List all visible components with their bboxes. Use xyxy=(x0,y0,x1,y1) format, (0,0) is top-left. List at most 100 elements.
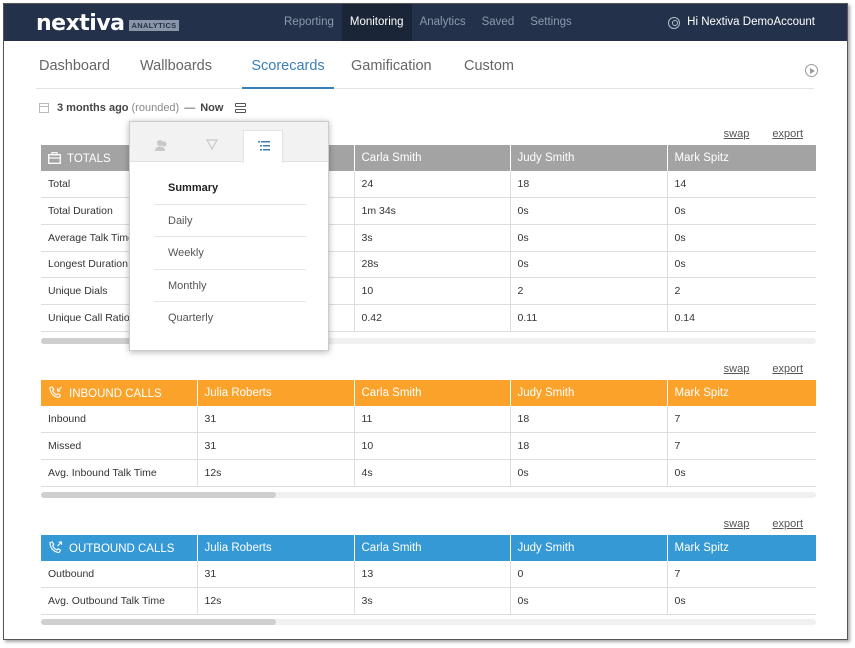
nav-analytics[interactable]: Analytics xyxy=(419,16,466,28)
table-header: OUTBOUND CALLS Julia Roberts Carla Smith… xyxy=(41,535,816,561)
tab-gamification[interactable]: Gamification xyxy=(351,58,432,74)
export-link[interactable]: export xyxy=(772,363,803,375)
table-cell: 18 xyxy=(510,171,668,199)
table-cell: 31 xyxy=(197,561,355,589)
users-icon xyxy=(155,140,167,151)
period-summary[interactable]: Summary xyxy=(154,172,306,205)
row-label: Outbound xyxy=(41,561,198,589)
table-cell: 0s xyxy=(510,197,668,225)
table-row: Longest Duration 28s 0s 0s xyxy=(41,251,816,279)
table-cell: 18 xyxy=(510,432,668,460)
agent-column-header[interactable]: Julia Roberts xyxy=(197,535,355,561)
row-label: Total Duration xyxy=(41,197,198,225)
inbound-header: INBOUND CALLS xyxy=(41,380,198,406)
agent-column-header[interactable]: Judy Smith xyxy=(510,380,668,406)
tab-scorecards[interactable]: Scorecards xyxy=(242,41,334,89)
nav-reporting[interactable]: Reporting xyxy=(284,16,334,28)
table-cell: 0s xyxy=(667,224,816,252)
app-window: nextiva ANALYTICS Reporting Monitoring A… xyxy=(3,3,848,640)
scrollbar-thumb[interactable] xyxy=(41,492,276,498)
popover-tab-filter[interactable] xyxy=(192,130,232,162)
agent-column-header[interactable]: Carla Smith xyxy=(354,380,511,406)
agent-column-header[interactable]: Julia Roberts xyxy=(197,380,355,406)
agent-column-header[interactable]: Mark Spitz xyxy=(667,145,816,171)
range-start: 3 months ago xyxy=(57,102,129,114)
period-weekly[interactable]: Weekly xyxy=(154,237,306,270)
table-row: Inbound 31 11 18 7 xyxy=(41,406,816,434)
table-cell: 7 xyxy=(667,561,816,589)
outbound-actions: swap export xyxy=(704,518,803,530)
table-cell: 24 xyxy=(354,171,511,199)
period-daily[interactable]: Daily xyxy=(154,205,306,238)
table-cell: 0s xyxy=(667,459,816,487)
user-greeting: Hi Nextiva DemoAccount xyxy=(687,16,815,28)
outbound-table: OUTBOUND CALLS Julia Roberts Carla Smith… xyxy=(41,535,816,615)
scrollbar-thumb[interactable] xyxy=(41,619,276,625)
table-cell: 3s xyxy=(354,587,511,615)
range-dash: — xyxy=(184,102,196,114)
nav-saved[interactable]: Saved xyxy=(481,16,515,28)
period-quarterly[interactable]: Quarterly xyxy=(168,312,214,325)
table-row: Avg. Inbound Talk Time 12s 4s 0s 0s xyxy=(41,459,816,487)
nextiva-logo[interactable]: nextiva ANALYTICS xyxy=(36,10,180,36)
swap-link[interactable]: swap xyxy=(723,518,750,530)
period-list: Summary Daily Weekly Monthly Quarterly xyxy=(154,172,306,335)
export-link[interactable]: export xyxy=(772,128,803,140)
agent-column-header[interactable]: Carla Smith xyxy=(354,535,511,561)
calendar-icon xyxy=(39,103,49,113)
agent-column-header[interactable]: Judy Smith xyxy=(510,145,668,171)
agent-column-header[interactable]: Mark Spitz xyxy=(667,535,816,561)
table-cell: 0s xyxy=(510,224,668,252)
period-toggle-icon[interactable] xyxy=(235,103,247,113)
tab-wallboards[interactable]: Wallboards xyxy=(140,58,212,74)
table-cell: 3s xyxy=(354,224,511,252)
table-row: Outbound 31 13 0 7 xyxy=(41,561,816,589)
table-cell: 1m 34s xyxy=(354,197,511,225)
table-cell: 12s xyxy=(197,459,355,487)
row-label: Missed xyxy=(41,432,198,460)
table-cell: 12s xyxy=(197,587,355,615)
horizontal-scrollbar[interactable] xyxy=(41,492,816,498)
gear-icon xyxy=(668,16,681,29)
tab-dashboard[interactable]: Dashboard xyxy=(39,58,110,74)
swap-link[interactable]: swap xyxy=(723,363,750,375)
table-cell: 18 xyxy=(510,406,668,434)
table-cell: 0s xyxy=(510,251,668,279)
agent-column-header[interactable]: Mark Spitz xyxy=(667,380,816,406)
table-cell: 10 xyxy=(354,277,511,305)
row-label: Avg. Inbound Talk Time xyxy=(41,459,198,487)
table-cell: 13 xyxy=(354,561,511,589)
table-header: INBOUND CALLS Julia Roberts Carla Smith … xyxy=(41,380,816,406)
table-cell: 7 xyxy=(667,432,816,460)
table-cell: 4s xyxy=(354,459,511,487)
table-row: Missed 31 10 18 7 xyxy=(41,432,816,460)
nav-monitoring[interactable]: Monitoring xyxy=(341,4,412,41)
swap-link[interactable]: swap xyxy=(723,128,750,140)
popover-tab-users[interactable] xyxy=(142,130,182,162)
table-row: Avg. Outbound Talk Time 12s 3s 0s 0s xyxy=(41,587,816,615)
logo-badge: ANALYTICS xyxy=(128,19,180,31)
agent-column-header[interactable]: Judy Smith xyxy=(510,535,668,561)
monitoring-tabs: Dashboard Wallboards Scorecards Gamifica… xyxy=(36,41,818,89)
outbound-header: OUTBOUND CALLS xyxy=(41,535,198,561)
date-range[interactable]: 3 months ago (rounded) — Now xyxy=(39,100,247,116)
user-menu[interactable]: Hi Nextiva DemoAccount xyxy=(668,4,815,41)
totals-actions: swap export xyxy=(704,128,803,140)
export-link[interactable]: export xyxy=(772,518,803,530)
filter-icon xyxy=(205,139,219,151)
table-cell: 28s xyxy=(354,251,511,279)
phone-outgoing-icon xyxy=(49,541,63,554)
table-cell: 0s xyxy=(510,587,668,615)
horizontal-scrollbar[interactable] xyxy=(41,619,816,625)
period-monthly[interactable]: Monthly xyxy=(154,270,306,303)
agent-column-header[interactable]: Carla Smith xyxy=(354,145,511,171)
table-cell: 10 xyxy=(354,432,511,460)
nav-settings[interactable]: Settings xyxy=(530,16,572,28)
inbound-table: INBOUND CALLS Julia Roberts Carla Smith … xyxy=(41,380,816,487)
popover-tab-periods[interactable] xyxy=(243,130,283,163)
table-cell: 2 xyxy=(510,277,668,305)
row-label: Inbound xyxy=(41,406,198,434)
table-cell: 31 xyxy=(197,432,355,460)
play-circle-icon[interactable] xyxy=(805,64,818,77)
tab-custom[interactable]: Custom xyxy=(464,58,514,74)
